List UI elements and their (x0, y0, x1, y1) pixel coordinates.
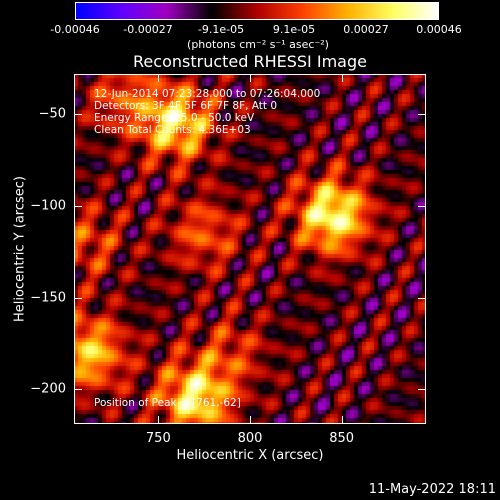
colorbar-tick-label: -0.00027 (123, 23, 173, 36)
timestamp: 11-May-2022 18:11 (368, 482, 496, 497)
colorbar-tick-label: 0.00027 (343, 23, 389, 36)
y-tick-mark (418, 205, 426, 207)
colorbar (75, 2, 439, 20)
y-axis-label: Heliocentric Y (arcsec) (12, 176, 28, 322)
colorbar-tick-label: 0.00046 (416, 23, 462, 36)
y-tick-mark (418, 297, 426, 299)
x-tick-mark (341, 74, 343, 82)
heatmap-image (74, 74, 426, 424)
colorbar-tick-label: 9.1e-05 (272, 23, 316, 36)
y-tick-label: −150 (30, 290, 66, 306)
y-tick-mark (418, 114, 426, 116)
annotation-time: 12-Jun-2014 07:23:28.000 to 07:26:04.000 (94, 88, 321, 100)
annotation-detectors: Detectors: 3F 4F 5F 6F 7F 8F, Att 0 (94, 100, 278, 112)
x-tick-mark (250, 416, 251, 424)
x-tick-mark (341, 416, 343, 424)
annotation-method: Clean Total Counts: 4.36E+03 (94, 124, 251, 136)
y-tick-mark (418, 389, 426, 391)
chart-title: Reconstructed RHESSI Image (133, 52, 367, 71)
y-tick-mark (74, 389, 82, 391)
colorbar-tick-label: -9.1e-05 (197, 23, 245, 36)
y-tick-label: −200 (30, 381, 66, 397)
x-axis-label: Heliocentric X (arcsec) (176, 448, 324, 463)
y-tick-label: −100 (30, 198, 66, 214)
annotation-peak: Position of Peak = [761,-62] (94, 397, 241, 409)
x-tick-label: 750 (145, 431, 171, 446)
y-tick-mark (74, 205, 82, 207)
y-tick-label: −50 (38, 106, 66, 122)
x-tick-label: 850 (329, 431, 355, 446)
annotation-energy: Energy Range: 25.0 - 50.0 keV (94, 112, 255, 124)
colorbar-units: (photons cm⁻² s⁻¹ asec⁻²) (187, 38, 329, 51)
x-tick-label: 800 (237, 431, 263, 446)
x-tick-mark (158, 416, 160, 424)
x-tick-mark (158, 74, 160, 82)
y-tick-mark (74, 297, 82, 299)
y-tick-mark (74, 114, 82, 116)
colorbar-tick-label: -0.00046 (50, 23, 100, 36)
x-tick-mark (250, 74, 251, 82)
